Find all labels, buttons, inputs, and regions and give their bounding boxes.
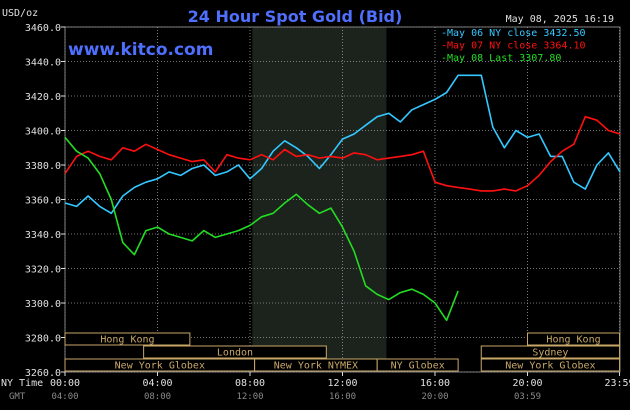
legend-entry: -May 07 NY close 3364.10 [441,41,586,52]
x-row-label: NY Time [1,378,43,389]
session-label: New York NYMEX [274,361,358,372]
session-label: Hong Kong [546,335,600,346]
y-tick-label: 3340.0 [25,230,61,241]
website-link[interactable]: www.kitco.com [68,40,213,60]
y-tick-label: 3260.0 [25,368,61,379]
y-tick-label: 3300.0 [25,299,61,310]
gmt-tick-label: 12:00 [236,392,263,402]
series-line [64,115,621,192]
chart-title: 24 Hour Spot Gold (Bid) [188,7,403,26]
x-tick-label: 16:00 [420,378,450,389]
y-tick-label: 3440.0 [25,58,61,69]
grid [64,26,621,373]
session-label: Hong Kong [100,335,154,346]
session-box [64,332,191,346]
gmt-tick-label: 03:59 [514,392,541,402]
x-tick-label: 23:59 [604,378,630,389]
y-tick-label: 3420.0 [25,92,61,103]
legend: -May 06 NY close 3432.50 -May 07 NY close… [441,28,586,64]
session-label: London [217,348,253,359]
legend-entry: -May 06 NY close 3432.50 [441,28,586,39]
gmt-tick-label: 08:00 [144,392,171,402]
y-tick-label: 3380.0 [25,161,61,172]
gmt-row-label: GMT [9,392,26,402]
session-label: New York Globex [115,361,205,372]
session-box [480,358,621,372]
session-box [376,358,459,372]
gmt-tick-label: 20:00 [421,392,448,402]
y-tick-label: 3460.0 [25,23,61,34]
y-tick-label: 3280.0 [25,334,61,345]
y-tick-label: 3360.0 [25,196,61,207]
x-tick-label: 04:00 [142,378,172,389]
x-tick-label: 20:00 [512,378,542,389]
session-label: New York Globex [505,361,595,372]
x-tick-label: 12:00 [327,378,357,389]
y-axis: 3460.0 3440.0 3420.0 3400.0 3380.0 3360.0 3340… [25,23,65,379]
y-tick-label: 3400.0 [25,127,61,138]
series-line [64,74,621,215]
series-line [64,136,459,322]
session-label: Sydney [532,348,568,359]
legend-entry: -May 08 Last 3307.80 [441,53,561,64]
x-axis: NY Time GMT 00:00 04:00 04:00 08:00 08:00 12:00… [1,372,630,402]
overnight-shade [252,27,387,372]
x-tick-label: 00:00 [50,378,80,389]
gmt-tick-label: 04:00 [51,392,78,402]
y-axis-unit-label: USD/oz [2,8,38,19]
x-tick-label: 08:00 [235,378,265,389]
series-lines [64,74,621,322]
session-box [143,345,327,359]
gmt-tick-label: 16:00 [329,392,356,402]
session-box [527,332,621,346]
session-label: NY Globex [391,361,445,372]
y-tick-label: 3320.0 [25,265,61,276]
timestamp: May 08, 2025 16:19 [506,14,614,25]
session-bars: Hong Kong Hong Kong London Sydney New York G… [64,332,621,372]
session-box [480,345,621,359]
